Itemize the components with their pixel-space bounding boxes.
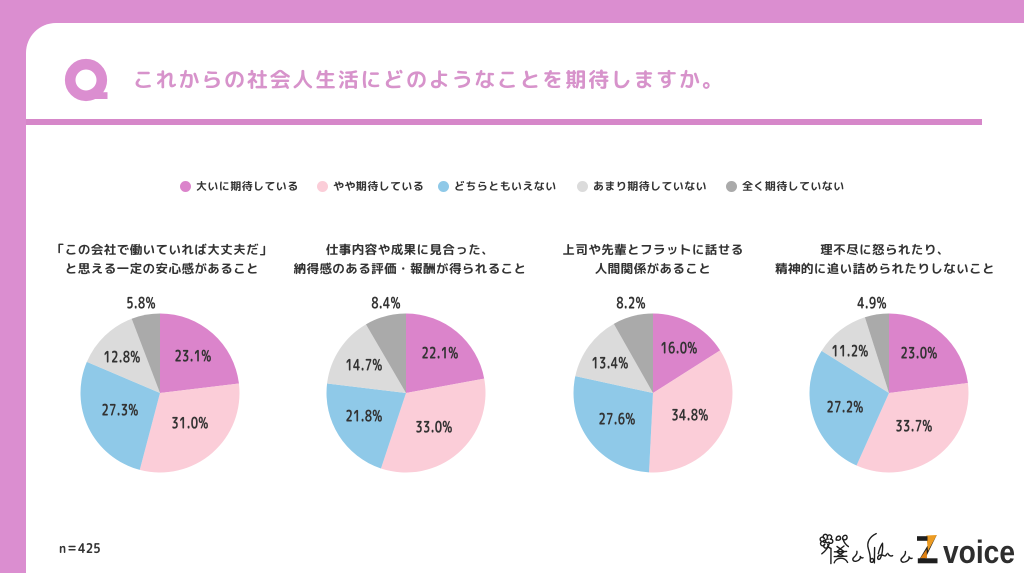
svg-text:voice: voice (943, 534, 1015, 570)
